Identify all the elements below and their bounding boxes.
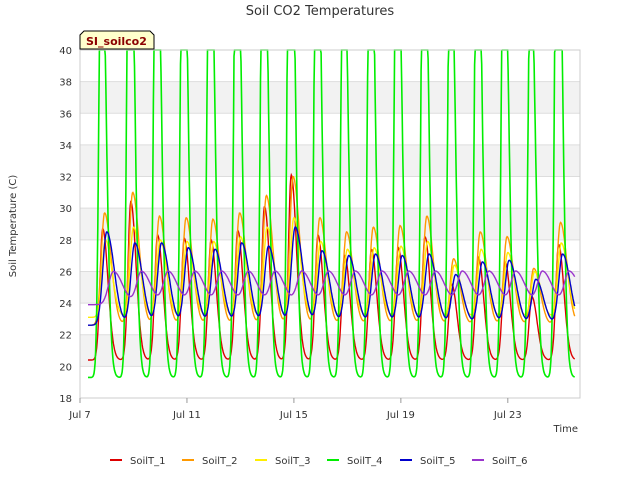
y-tick-label: 36 (59, 109, 72, 120)
chart-title: Soil CO2 Temperatures (246, 4, 395, 19)
legend-label: SoilT_1 (130, 456, 166, 467)
series-line-soilt-1 (88, 172, 576, 361)
x-tick-label: Jul 11 (172, 410, 201, 421)
y-tick-label: 20 (59, 362, 72, 373)
y-tick-label: 22 (59, 331, 72, 342)
y-tick-label: 28 (59, 236, 72, 247)
y-tick-label: 24 (59, 299, 72, 310)
legend-item: SoilT_2 (182, 456, 238, 467)
legend-item: SoilT_3 (255, 456, 311, 467)
legend-item: SoilT_6 (472, 456, 528, 467)
x-tick-label: Jul 7 (68, 410, 91, 421)
plot-band (80, 144, 580, 177)
y-tick-label: 34 (59, 141, 72, 152)
legend-label: SoilT_4 (347, 456, 383, 467)
y-tick-label: 30 (59, 204, 72, 215)
series-line-soilt-5 (88, 226, 576, 326)
series-line-soilt-6 (88, 270, 576, 306)
legend-label: SoilT_2 (202, 456, 238, 467)
legend: SoilT_1 SoilT_2 SoilT_3 SoilT_4 SoilT_5 SoilT… (110, 456, 528, 467)
y-tick-label: 38 (59, 78, 72, 89)
plot-background-bands (80, 81, 580, 367)
series-layer (88, 49, 576, 379)
legend-label: SoilT_6 (492, 456, 528, 467)
y-tick-label: 32 (59, 173, 72, 184)
legend-label: SoilT_3 (275, 456, 311, 467)
legend-item: SoilT_1 (110, 456, 166, 467)
y-axis-label: Soil Temperature (C) (8, 175, 19, 278)
x-axis-ticks: Jul 7 Jul 11 Jul 15 Jul 19 Jul 23 (68, 398, 522, 421)
site-badge-text: SI_soilco2 (86, 35, 147, 48)
plot-band (80, 208, 580, 240)
x-tick-label: Jul 15 (279, 410, 308, 421)
y-tick-label: 18 (59, 394, 72, 405)
plot-band (80, 81, 580, 114)
x-tick-label: Jul 19 (386, 410, 415, 421)
y-tick-label: 26 (59, 267, 72, 278)
legend-item: SoilT_5 (400, 456, 456, 467)
x-tick-label: Jul 23 (493, 410, 522, 421)
y-axis-ticks: 18 20 22 24 26 28 30 32 34 36 38 40 (59, 46, 72, 405)
site-badge: SI_soilco2 (79, 30, 155, 50)
series-line-soilt-4 (88, 49, 575, 379)
legend-label: SoilT_5 (420, 456, 456, 467)
x-axis-label: Time (553, 424, 578, 435)
plot-frame (79, 49, 581, 399)
legend-item: SoilT_4 (327, 456, 383, 467)
y-tick-label: 40 (59, 46, 72, 57)
